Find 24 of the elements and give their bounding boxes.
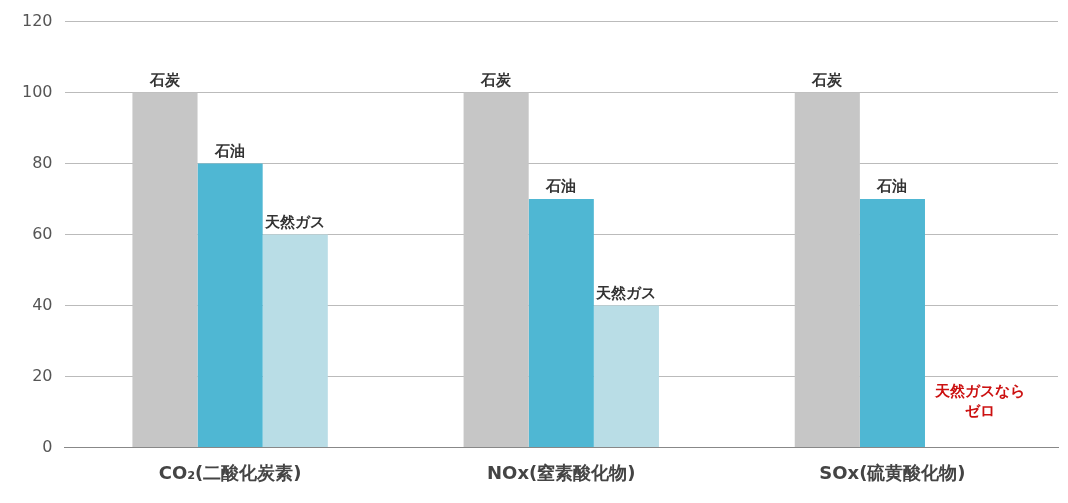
y-tick-label: 80 (32, 152, 53, 172)
y-tick-label: 100 (21, 81, 53, 101)
y-tick-label: 40 (32, 294, 53, 314)
x-tick-label: NOx(窒素酸化物) (487, 461, 636, 483)
series-label: 石炭 (148, 70, 181, 89)
series-label: 天然ガス (264, 212, 326, 231)
text: 石炭 (812, 70, 843, 89)
x-tick-label: CO₂(二酸化炭素) (158, 461, 302, 483)
text: 石油 (877, 177, 908, 196)
bar (859, 199, 925, 447)
bar (262, 234, 328, 447)
bar (528, 199, 594, 447)
y-tick-label: 120 (21, 10, 53, 30)
x-tick-label: SOx(硫黄酸化物) (819, 461, 966, 483)
y-tick-label: 20 (32, 365, 53, 385)
text: 天然ガス (596, 283, 657, 302)
y-tick-label: 0 (42, 436, 53, 456)
bar (593, 305, 659, 447)
text: 石炭 (481, 70, 512, 89)
annotation: 天然ガスならゼロ (933, 381, 1025, 420)
bar (197, 163, 263, 447)
text: 石油 (546, 177, 577, 196)
y-tick-label: 60 (32, 223, 53, 243)
series-label: 石油 (214, 141, 246, 160)
